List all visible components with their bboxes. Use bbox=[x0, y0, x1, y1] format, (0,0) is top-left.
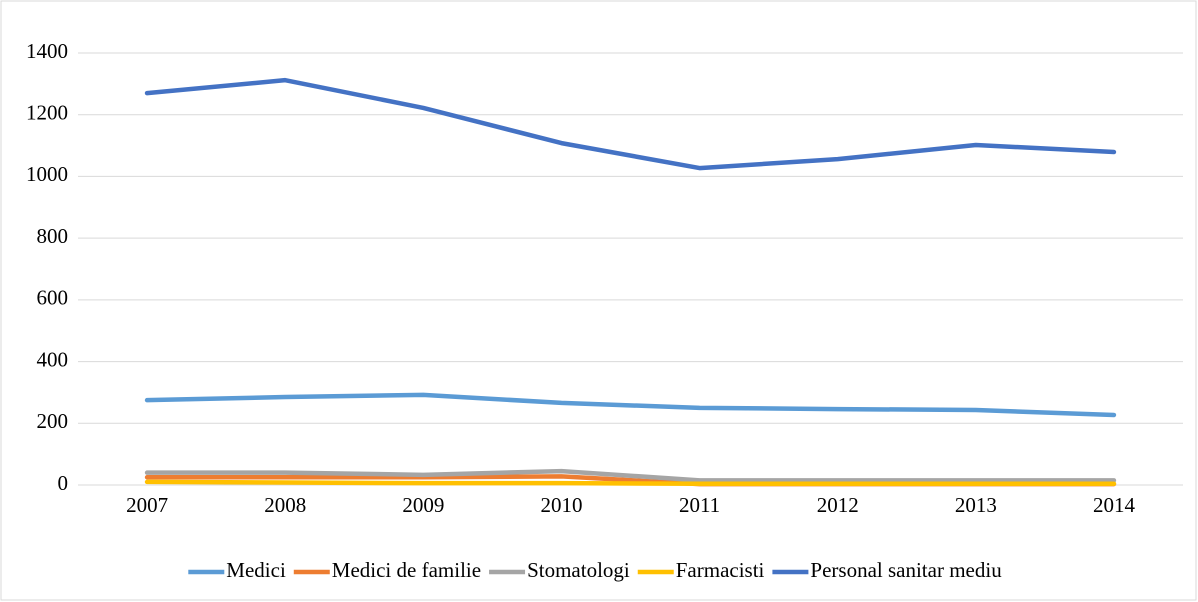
series-line bbox=[144, 77, 1117, 171]
legend-label: Stomatologi bbox=[527, 558, 630, 582]
x-tick-label: 2007 bbox=[126, 493, 168, 517]
y-tick-label: 200 bbox=[37, 409, 69, 433]
legend-label: Medici bbox=[226, 558, 286, 582]
y-tick-label: 400 bbox=[37, 347, 69, 371]
x-tick-label: 2013 bbox=[955, 493, 997, 517]
y-tick-label: 1400 bbox=[26, 39, 68, 63]
y-tick-label: 1200 bbox=[26, 101, 68, 125]
series-line bbox=[144, 468, 1117, 483]
x-tick-label: 2012 bbox=[817, 493, 859, 517]
x-tick-label: 2010 bbox=[540, 493, 582, 517]
x-tick-label: 2008 bbox=[264, 493, 306, 517]
legend-label: Personal sanitar mediu bbox=[810, 558, 1002, 582]
y-tick-label: 600 bbox=[37, 286, 69, 310]
y-tick-label: 0 bbox=[58, 471, 69, 495]
x-tick-label: 2009 bbox=[402, 493, 444, 517]
legend-label: Medici de familie bbox=[332, 558, 481, 582]
y-tick-label: 800 bbox=[37, 224, 69, 248]
y-tick-label: 1000 bbox=[26, 162, 68, 186]
legend-label: Farmacisti bbox=[676, 558, 765, 582]
x-tick-label: 2011 bbox=[679, 493, 720, 517]
x-tick-label: 2014 bbox=[1093, 493, 1136, 517]
series-line bbox=[144, 392, 1117, 418]
series-line bbox=[144, 479, 1117, 487]
